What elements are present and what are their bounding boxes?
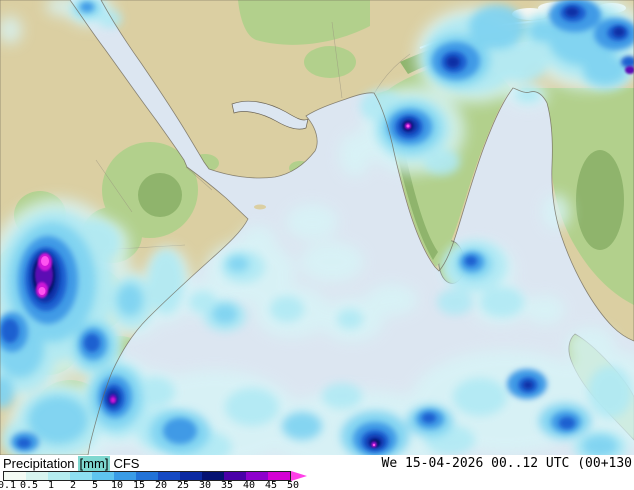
legend-cell: [4, 472, 26, 480]
legend-tick-label: 0.1: [0, 480, 17, 490]
legend-tick-label: 10: [110, 480, 124, 490]
legend-tick-label: 35: [220, 480, 234, 490]
legend-tick-label: 1: [47, 480, 55, 490]
map-title: Precipitation [mm] CFS: [3, 456, 139, 471]
precipitation-legend: [3, 471, 307, 481]
legend-cell: [246, 472, 268, 480]
legend-tick-label: 45: [264, 480, 278, 490]
legend-tick-label: 25: [176, 480, 190, 490]
map-footer: Precipitation [mm] CFS We 15-04-2026 00..1…: [0, 455, 634, 490]
valid-datetime: We 15-04-2026 00..12 UTC (00+130: [381, 456, 632, 471]
legend-cell: [48, 472, 70, 480]
legend-arrow: [291, 471, 307, 481]
persian-gulf: [231, 100, 309, 130]
unit-label: [mm]: [77, 456, 111, 471]
legend-cell: [92, 472, 114, 480]
product-label: Precipitation: [3, 456, 75, 471]
legend-tick-label: 40: [242, 480, 256, 490]
legend-labels: 0.1 0.5 1 2 5 10 15 20 25 30 35 40 45 50: [0, 480, 304, 490]
precip-50mm: [38, 124, 410, 447]
socotra-island: [254, 204, 266, 210]
legend-tick-label: 2: [69, 480, 77, 490]
legend-tick-label: 0.5: [19, 480, 39, 490]
legend-cell: [268, 472, 290, 480]
legend-tick-label: 30: [198, 480, 212, 490]
legend-cell: [224, 472, 246, 480]
precipitation-map: [0, 0, 634, 455]
legend-tick-label: 5: [91, 480, 99, 490]
legend-cell: [158, 472, 180, 480]
legend-cell: [26, 472, 48, 480]
legend-cell: [202, 472, 224, 480]
legend-cell: [70, 472, 92, 480]
legend-cell: [136, 472, 158, 480]
model-label: CFS: [113, 456, 140, 471]
legend-cell: [180, 472, 202, 480]
precipitation-layer: [0, 0, 634, 455]
legend-tick-label: 15: [132, 480, 146, 490]
legend-tick-label: 20: [154, 480, 168, 490]
legend-tick-label: 50: [286, 480, 300, 490]
legend-cells: [3, 471, 291, 481]
legend-cell: [114, 472, 136, 480]
